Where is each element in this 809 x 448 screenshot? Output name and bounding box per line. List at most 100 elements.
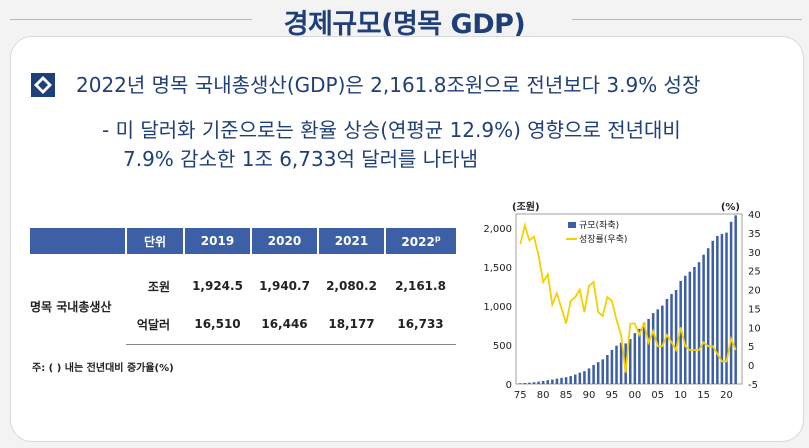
bar-gdp-size [702, 254, 705, 384]
bar-gdp-size [606, 354, 609, 384]
bar-gdp-size [578, 372, 582, 384]
sub-bullet-line1: - 미 달러화 기준으로는 환율 상승(연평균 12.9%) 영향으로 전년대비 [102, 118, 681, 142]
bar-gdp-size [638, 328, 641, 384]
x-axis-tick-label: 85 [560, 390, 573, 401]
right-axis-tick-label: 15 [748, 304, 761, 315]
x-axis-tick-label: 15 [697, 390, 710, 401]
bar-gdp-size [564, 377, 568, 384]
legend-bar-swatch [568, 222, 576, 228]
left-axis-tick-label: 1,000 [483, 302, 512, 313]
bar-gdp-size [629, 338, 632, 384]
bar-gdp-size [551, 379, 554, 384]
right-axis-tick-label: 20 [748, 286, 761, 297]
x-axis-tick-label: 95 [606, 390, 619, 401]
table-cell: 2,080.2 [326, 279, 377, 293]
bar-gdp-size [720, 233, 724, 384]
bar-gdp-size [711, 240, 715, 384]
bar-gdp-size [716, 235, 719, 384]
preliminary-marker: p [434, 233, 441, 243]
bar-gdp-size [679, 280, 682, 384]
table-header-cell: 단위 [126, 228, 185, 254]
x-axis-tick-label: 75 [514, 390, 527, 401]
diamond-bullet-icon [31, 73, 55, 97]
x-axis-tick-label: 20 [720, 390, 733, 401]
bar-gdp-size [555, 378, 559, 384]
table-header-2022: 2022p [401, 233, 441, 249]
bar-gdp-size [729, 221, 733, 384]
bar-gdp-size [537, 381, 540, 384]
bar-gdp-size [528, 382, 531, 384]
bar-gdp-size [592, 364, 595, 384]
gdp-chart: 05001,0001,5002,000-50510152025303540(조원… [483, 200, 761, 401]
left-axis-tick-label: 2,000 [483, 224, 512, 235]
right-axis-tick-label: -5 [748, 380, 758, 391]
bar-gdp-size [642, 322, 646, 384]
bar-gdp-size [583, 371, 586, 384]
title-rule-right [572, 19, 802, 20]
right-axis-tick-label: 35 [748, 229, 761, 240]
table-cell: 16,510 [184, 304, 251, 345]
bar-gdp-size [688, 271, 692, 384]
bar-gdp-size [532, 382, 536, 384]
bar-gdp-size [693, 267, 696, 384]
bar-gdp-size [725, 232, 728, 384]
left-axis-tick-label: 500 [493, 341, 512, 352]
table-unit-cell: 억달러 [126, 304, 184, 345]
sub-bullet-line2: 7.9% 감소한 1조 6,733억 달러를 나타냄 [123, 147, 478, 171]
gdp-table: 단위 2019 2020 2021 2022p 명목 국내총생산 조원 1,92… [30, 228, 456, 345]
bar-gdp-size [734, 215, 737, 384]
bar-gdp-size [546, 380, 550, 384]
bar-gdp-size [697, 262, 701, 384]
x-axis-tick-label: 90 [583, 390, 596, 401]
table-header-cell: 2022p [385, 228, 456, 254]
bar-gdp-size [560, 377, 563, 384]
right-axis-tick-label: 0 [748, 361, 754, 372]
x-axis-tick-label: 80 [537, 390, 550, 401]
line-growth-rate [519, 221, 737, 373]
bar-gdp-size [665, 298, 669, 384]
left-axis-tick-label: 0 [506, 380, 512, 391]
table-row: 명목 국내총생산 조원 1,924.5 1,940.7 2,080.2 2,16… [30, 254, 456, 314]
right-axis-tick-label: 5 [748, 342, 754, 353]
bar-gdp-size [674, 290, 678, 384]
bar-gdp-size [647, 318, 650, 384]
right-axis-tick-label: 30 [748, 248, 761, 259]
bar-gdp-size [574, 374, 577, 384]
table-unit-cell: 조원 [147, 279, 170, 294]
table-row-label: 명목 국내총생산 [30, 299, 112, 314]
right-axis-unit: (%) [721, 202, 740, 213]
bar-gdp-size [615, 345, 618, 384]
table-cell: 2,161.8 [395, 279, 446, 293]
table-cell: 1,940.7 [259, 279, 310, 293]
bar-gdp-size [706, 248, 710, 384]
x-axis-tick-label: 05 [651, 390, 664, 401]
table-header-cell: 2019 [184, 228, 252, 254]
sub-bullet: - 미 달러화 기준으로는 환율 상승(연평균 12.9%) 영향으로 전년대비… [102, 116, 681, 174]
left-axis-unit: (조원) [512, 200, 540, 213]
table-row: 억달러 16,510 16,446 18,177 16,733 [30, 304, 456, 345]
bar-gdp-size [587, 368, 591, 384]
bar-gdp-size [610, 349, 614, 384]
legend-label: 성장률(우축) [579, 234, 627, 245]
title-rule-left [10, 19, 252, 20]
right-axis-tick-label: 10 [748, 323, 761, 334]
table-cell: 1,924.5 [192, 279, 243, 293]
right-axis-tick-label: 25 [748, 267, 761, 278]
bar-gdp-size [633, 333, 637, 384]
bar-gdp-size [523, 382, 527, 384]
table-header-row: 단위 2019 2020 2021 2022p [30, 228, 456, 254]
table-cell: 18,177 [318, 304, 385, 345]
table-header-blank [30, 228, 127, 254]
bar-gdp-size [596, 362, 600, 384]
bar-gdp-size [519, 383, 522, 384]
table-header-cell: 2021 [318, 228, 386, 254]
bar-gdp-size [670, 293, 673, 384]
x-axis-tick-label: 10 [674, 390, 687, 401]
bar-gdp-size [619, 342, 623, 384]
table-cell: 16,733 [385, 304, 456, 345]
x-axis-tick-label: 00 [628, 390, 641, 401]
left-axis-tick-label: 1,500 [483, 263, 512, 274]
headline-text: 2022년 명목 국내총생산(GDP)은 2,161.8조원으로 전년보다 3.… [76, 73, 701, 97]
bar-gdp-size [569, 376, 572, 384]
